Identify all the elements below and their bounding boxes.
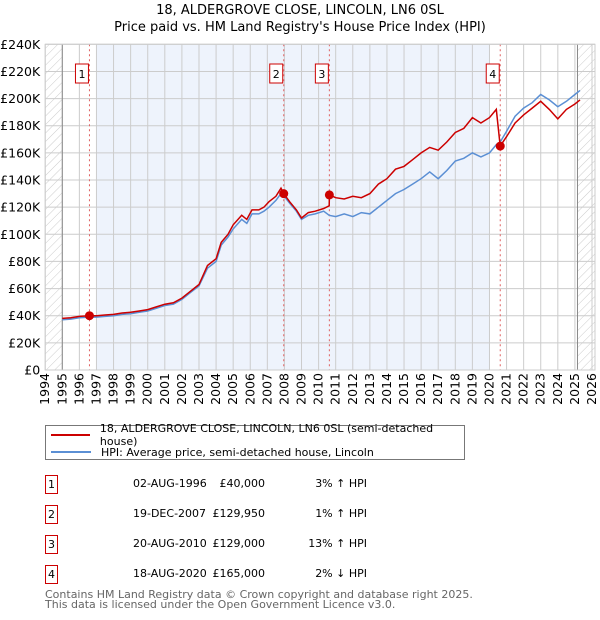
sale-date: 02-AUG-1996	[133, 477, 207, 490]
legend-label-property: 18, ALDERGROVE CLOSE, LINCOLN, LN6 0SL (…	[99, 422, 434, 448]
sale-label-box	[269, 63, 284, 84]
x-tick-label: 2017	[430, 373, 445, 405]
y-tick-label: £180K	[0, 118, 41, 133]
footer-copyright: Contains HM Land Registry data © Crown c…	[45, 588, 473, 601]
y-tick-label: £220K	[0, 64, 41, 79]
sale-date: 18-AUG-2020	[133, 567, 207, 580]
x-tick-label: 2018	[447, 373, 462, 405]
sale-label: 4	[489, 68, 496, 81]
x-tick-label: 2022	[516, 373, 531, 405]
x-tick-label: 2021	[499, 373, 514, 405]
hpi-change: 2% ↓ HPI	[315, 567, 367, 580]
x-tick-label: 2014	[379, 373, 394, 405]
x-tick-label: 2020	[481, 373, 496, 405]
x-tick-label: 2023	[533, 373, 548, 405]
x-tick-label: 2002	[174, 373, 189, 405]
sale-label: 1	[78, 68, 85, 81]
sale-price: £129,000	[212, 537, 266, 550]
y-tick-label: £200K	[0, 91, 41, 106]
sale-label: 3	[318, 68, 325, 81]
x-tick-label: 2001	[157, 373, 172, 405]
chart-subtitle: Price paid vs. HM Land Registry's House …	[114, 20, 486, 35]
table-row: 4 18-AUG-2020 £165,000 2% ↓ HPI	[45, 565, 465, 585]
legend-label-hpi: HPI: Average price, semi-detached house,…	[101, 445, 374, 459]
sale-point	[84, 311, 94, 321]
x-tick-label: 2011	[328, 373, 343, 405]
sale-price: £129,950	[212, 507, 266, 520]
x-tick-label: 2024	[550, 373, 565, 405]
x-tick-label: 2008	[276, 373, 291, 405]
footer-licence: This data is licensed under the Open Gov…	[45, 598, 396, 611]
sale-price: £40,000	[219, 477, 266, 490]
y-tick-label: £60K	[8, 281, 41, 296]
sale-price: £165,000	[212, 567, 266, 580]
y-tick-label: £40K	[8, 308, 41, 323]
hpi-line	[62, 89, 581, 321]
sale-label-box	[314, 63, 329, 84]
y-tick-label: £100K	[0, 227, 41, 242]
table-row: 2 19-DEC-2007 £129,950 1% ↑ HPI	[45, 505, 465, 525]
price-chart: 1994 1995 1996 1997 1998 1999 2000 2001 2002 2003…	[0, 37, 599, 405]
x-tick-label: 1999	[123, 373, 138, 405]
x-tick-label: 1997	[88, 373, 103, 405]
sale-label-box	[74, 63, 89, 84]
sale-date: 19-DEC-2007	[133, 507, 207, 520]
x-tick-label: 2012	[345, 373, 360, 405]
sale-number-badge: 4	[45, 565, 58, 584]
sale-point	[495, 141, 505, 151]
sale-point	[324, 190, 334, 200]
sale-label: 2	[273, 68, 280, 81]
hpi-change: 13% ↑ HPI	[308, 537, 367, 550]
table-row: 1 02-AUG-1996 £40,000 3% ↑ HPI	[45, 475, 465, 495]
x-tick-label: 2009	[294, 373, 309, 405]
x-tick-label: 2025	[567, 373, 582, 405]
sale-number-badge: 1	[45, 475, 58, 494]
y-tick-label: £80K	[8, 254, 41, 269]
sale-number-badge: 2	[45, 505, 58, 524]
property-price-line	[62, 99, 581, 320]
y-tick-label: £160K	[0, 145, 41, 160]
y-tick-label: £140K	[0, 173, 41, 188]
x-tick-label: 2013	[362, 373, 377, 405]
legend-item-property: 18, ALDERGROVE CLOSE, LINCOLN, LN6 0SL (…	[51, 422, 464, 448]
x-tick-label: 2015	[396, 373, 411, 405]
y-tick-label: £120K	[0, 200, 41, 215]
x-tick-label: 2006	[242, 373, 257, 405]
legend: 18, ALDERGROVE CLOSE, LINCOLN, LN6 0SL (…	[45, 422, 465, 460]
sale-label-box	[485, 63, 500, 84]
x-tick-label: 1995	[54, 373, 69, 405]
x-tick-label: 2003	[191, 373, 206, 405]
x-tick-label: 2016	[413, 373, 428, 405]
y-tick-label: £240K	[0, 37, 41, 52]
x-tick-label: 2019	[464, 373, 479, 405]
y-tick-label: £20K	[8, 335, 41, 350]
x-tick-label: 2010	[311, 373, 326, 405]
table-row: 3 20-AUG-2010 £129,000 13% ↑ HPI	[45, 535, 465, 555]
hpi-change: 1% ↑ HPI	[315, 507, 367, 520]
sale-point	[279, 189, 289, 199]
sale-number-badge: 3	[45, 535, 58, 554]
x-tick-label: 2007	[259, 373, 274, 405]
y-tick-label: £0	[24, 363, 40, 378]
x-tick-label: 1998	[106, 373, 121, 405]
legend-swatch-red	[51, 434, 90, 436]
x-tick-label: 1994	[37, 373, 52, 405]
legend-item-hpi: HPI: Average price, semi-detached house,…	[51, 444, 374, 460]
x-tick-label: 2026	[584, 373, 599, 405]
plot-border	[44, 43, 596, 371]
legend-swatch-blue	[51, 451, 91, 453]
x-tick-label: 1996	[71, 373, 86, 405]
hpi-change: 3% ↑ HPI	[315, 477, 367, 490]
x-tick-label: 2004	[208, 373, 223, 405]
x-tick-label: 2000	[140, 373, 155, 405]
chart-title: 18, ALDERGROVE CLOSE, LINCOLN, LN6 0SL	[156, 3, 444, 18]
sale-date: 20-AUG-2010	[133, 537, 207, 550]
x-tick-label: 2005	[225, 373, 240, 405]
